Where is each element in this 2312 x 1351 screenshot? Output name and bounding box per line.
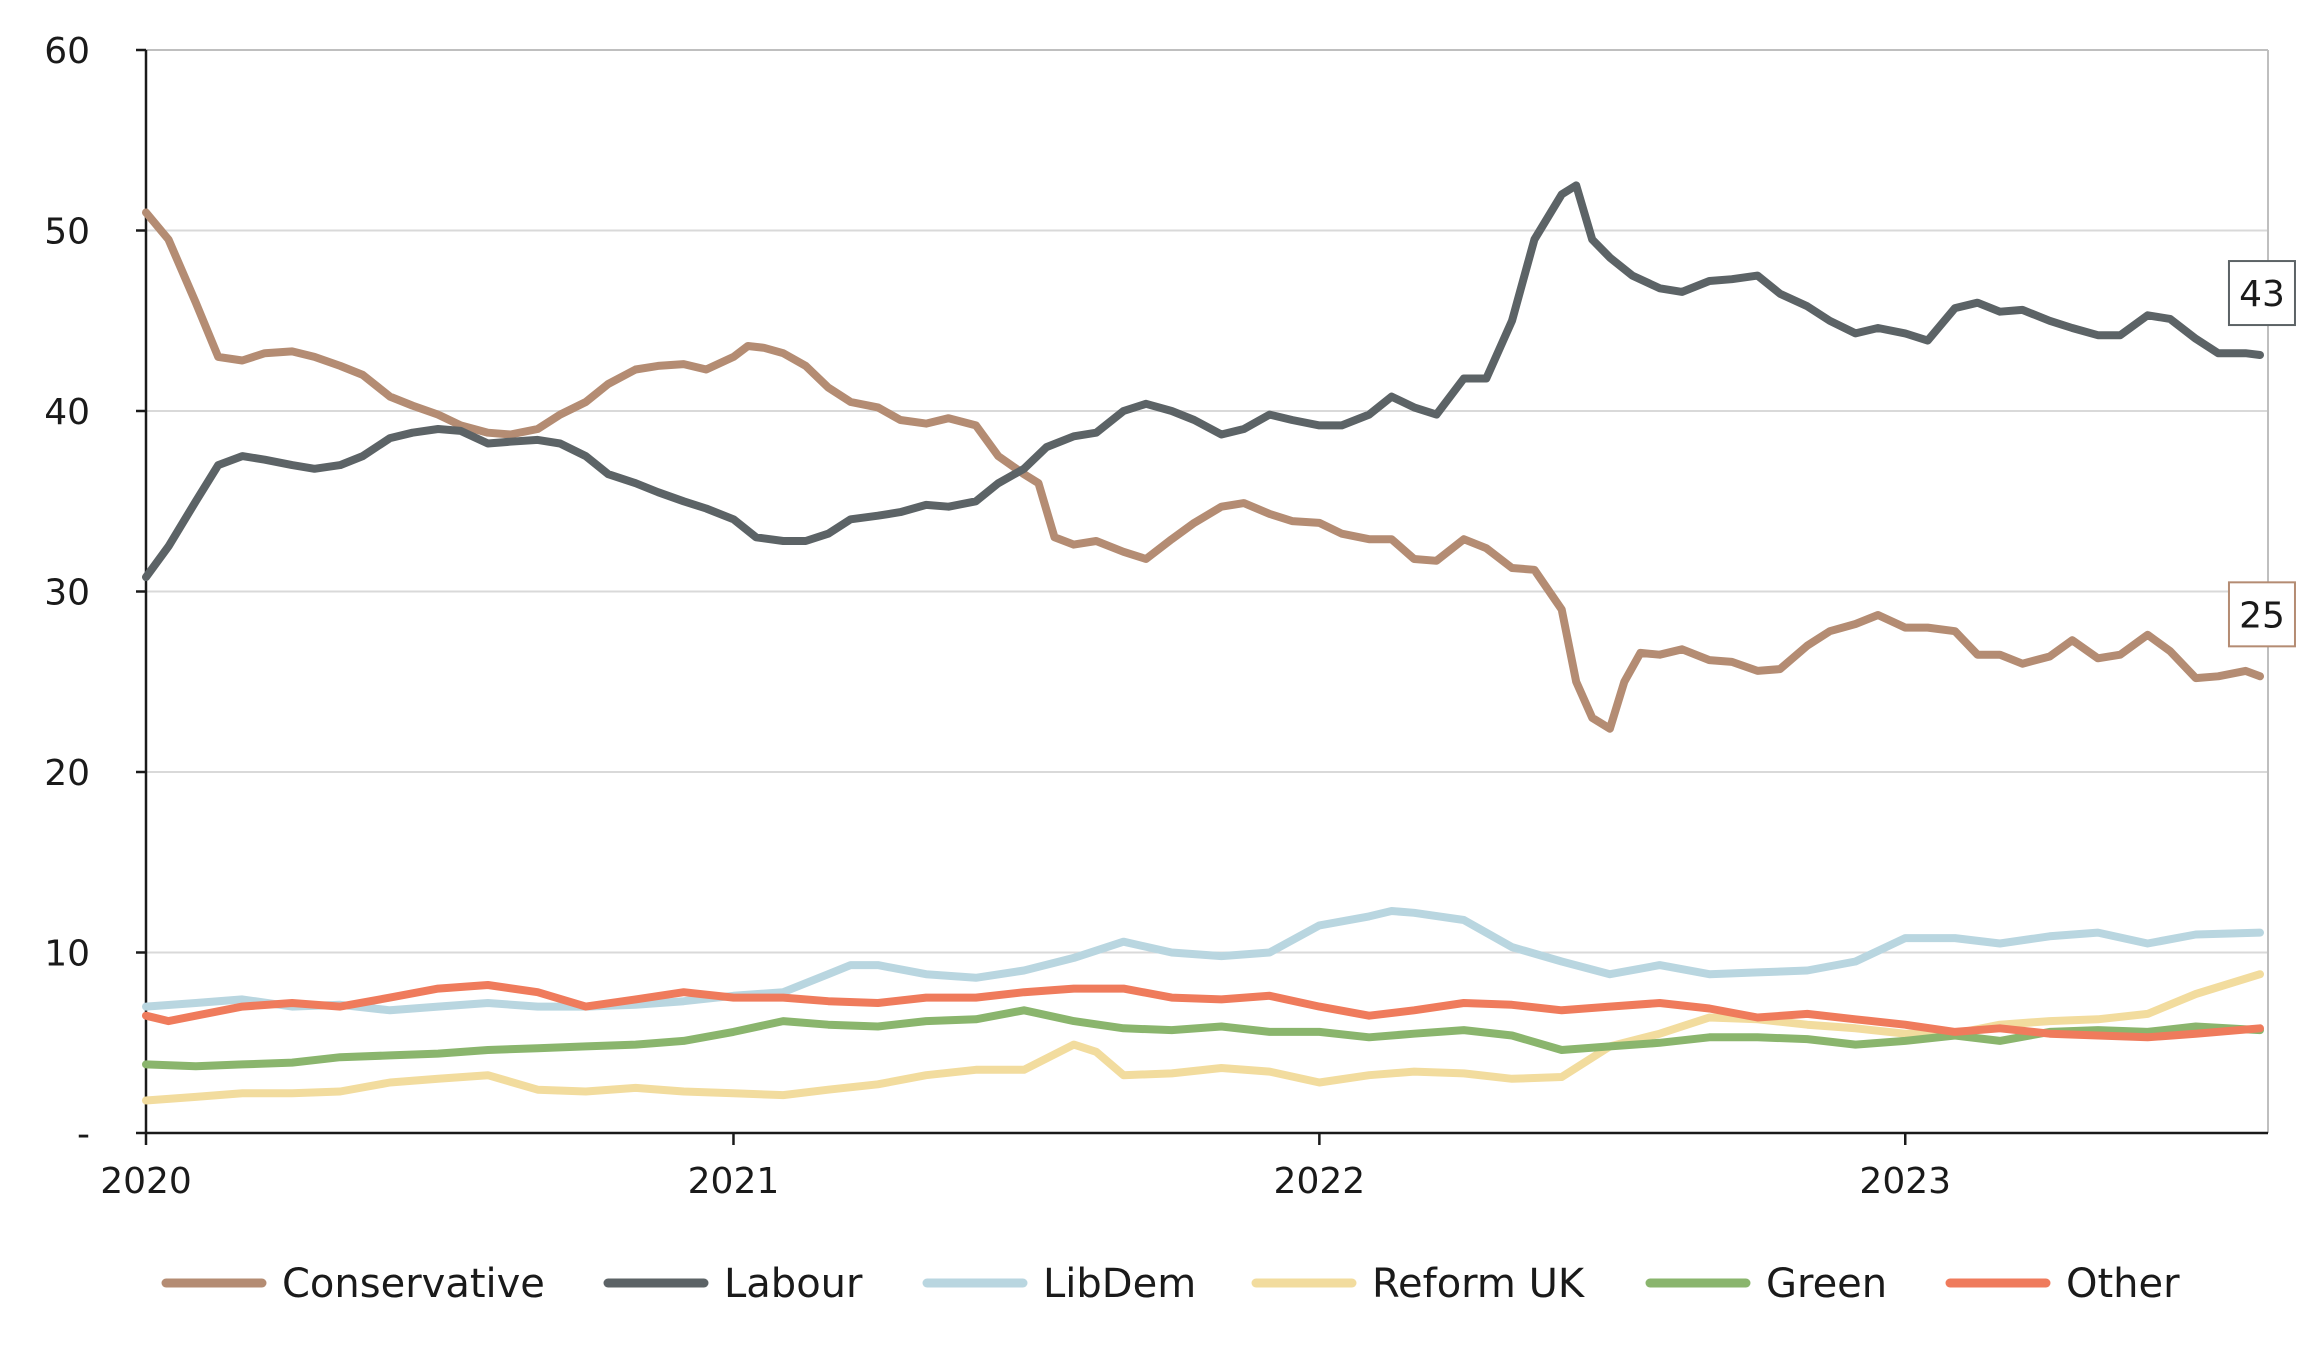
series-line-libdem bbox=[142, 907, 2264, 1015]
y-tick-label: 30 bbox=[44, 573, 90, 614]
end-label-box bbox=[2227, 260, 2296, 327]
gridlines bbox=[146, 49, 2268, 954]
legend-label: Labour bbox=[724, 1261, 863, 1307]
legend-label: Conservative bbox=[282, 1261, 545, 1307]
legend-label: Green bbox=[1766, 1261, 1887, 1307]
x-tick-label: 2023 bbox=[1859, 1161, 1951, 1202]
series-lines bbox=[142, 181, 2264, 1105]
x-tick-label: 2022 bbox=[1274, 1161, 1366, 1202]
y-axis: - 10 20 30 40 50 60 bbox=[44, 31, 148, 1155]
legend: Conservative Labour LibDem Reform UK Green Ot… bbox=[161, 1261, 2180, 1307]
x-axis: 2020 2021 2022 2023 bbox=[100, 1131, 2268, 1202]
end-label-value: 25 bbox=[2239, 595, 2285, 636]
x-tick-label: 2021 bbox=[688, 1161, 780, 1202]
end-labels: 25 43 bbox=[2227, 260, 2296, 648]
y-tick-label: 60 bbox=[44, 31, 90, 72]
y-tick-label: 40 bbox=[44, 392, 90, 433]
series-line-reform-uk bbox=[142, 970, 2264, 1105]
y-tick-label: 10 bbox=[44, 934, 90, 975]
legend-label: Other bbox=[2066, 1261, 2180, 1307]
legend-label: Reform UK bbox=[1372, 1261, 1586, 1307]
legend-label: LibDem bbox=[1043, 1261, 1196, 1307]
series-line-other bbox=[142, 981, 2264, 1042]
x-tick-label: 2020 bbox=[100, 1161, 192, 1202]
y-tick-label: - bbox=[77, 1114, 90, 1155]
end-label-value: 43 bbox=[2239, 274, 2285, 315]
series-line-green bbox=[142, 1006, 2264, 1071]
series-line-labour bbox=[142, 181, 2264, 582]
y-tick-label: 50 bbox=[44, 212, 90, 253]
series-line-conservative bbox=[142, 208, 2264, 733]
y-tick-label: 20 bbox=[44, 753, 90, 794]
end-label-box bbox=[2227, 581, 2296, 648]
